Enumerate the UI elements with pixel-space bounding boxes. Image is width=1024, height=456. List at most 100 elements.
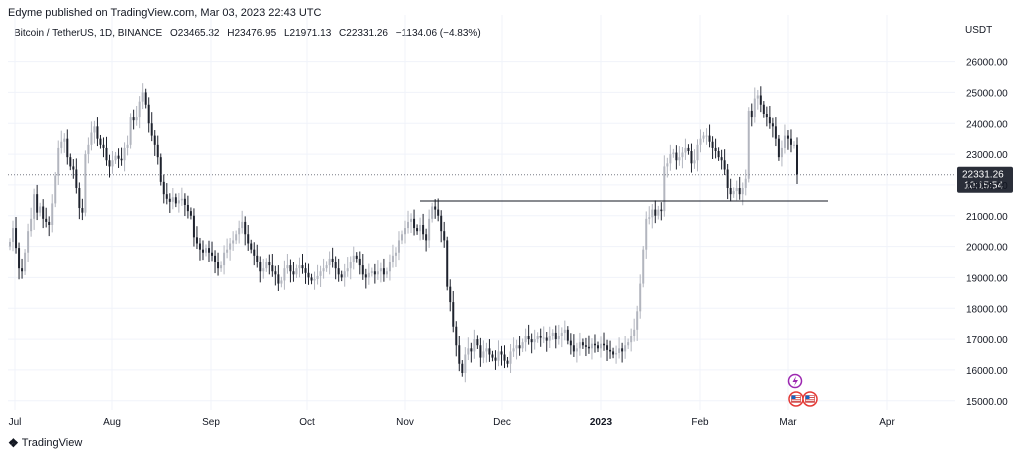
candle-body [422, 225, 425, 235]
candle-body [431, 206, 434, 219]
candle-body [274, 271, 277, 275]
candle-body [618, 348, 621, 353]
candle-body [391, 255, 394, 262]
candle-body [796, 144, 798, 175]
price-tick-label: 19000.00 [966, 273, 1008, 284]
candle-body [126, 144, 129, 148]
candle-body [238, 228, 241, 235]
candle-body [364, 274, 367, 278]
candle-body [732, 191, 735, 195]
candle-body [500, 351, 503, 355]
candle-body [171, 197, 174, 202]
candle-body [75, 169, 78, 188]
candle-body [18, 248, 21, 269]
candle-body [419, 225, 422, 232]
candle-body [509, 351, 512, 364]
candle-body [756, 95, 759, 99]
candle-body [587, 346, 590, 349]
candle-body [404, 228, 407, 235]
candle-body [720, 157, 723, 161]
price-tick-label: 23000.00 [966, 150, 1008, 161]
candle-body [569, 340, 572, 346]
candle-body [201, 249, 204, 253]
candle-body [241, 221, 244, 229]
currency-label[interactable]: USDT [965, 25, 993, 36]
candle-body [256, 255, 259, 262]
candle-body [747, 110, 750, 179]
price-tag-countdown: 10:15:54 [964, 181, 1003, 192]
candle-body [385, 271, 388, 275]
candle-body [192, 215, 195, 238]
candle-body [289, 265, 292, 272]
candle-body [705, 135, 708, 137]
candle-body [72, 166, 75, 170]
candle-body [533, 339, 536, 343]
candle-body [560, 332, 563, 336]
candle-body [198, 243, 201, 250]
candle-body [578, 342, 581, 349]
candle-body [612, 351, 615, 355]
candle-body [494, 357, 497, 361]
us-flag-icon[interactable] [802, 391, 818, 407]
candle-body [645, 218, 648, 250]
candle-body [783, 135, 786, 148]
candle-body [428, 218, 431, 241]
candle-body [99, 138, 102, 145]
month-tick-label: Dec [493, 417, 511, 428]
candle-body [93, 126, 96, 133]
candle-body [310, 277, 313, 281]
candle-body [186, 204, 189, 212]
candle-body [400, 234, 403, 241]
candle-body [177, 200, 180, 204]
candle-body [473, 339, 476, 352]
lightning-icon[interactable] [787, 373, 803, 389]
grid-lines [8, 15, 955, 410]
candle-body [334, 262, 337, 269]
tradingview-footer[interactable]: ❖ TradingView [8, 436, 82, 450]
candle-body [150, 123, 153, 136]
us-flag-icon[interactable] [788, 391, 804, 407]
candle-body [678, 157, 681, 161]
candle-body [90, 132, 93, 145]
candle-body [208, 248, 211, 253]
candle-body [581, 342, 584, 346]
candle-body [717, 151, 720, 158]
price-tick-label: 22000.00 [966, 181, 1008, 192]
candle-body [765, 114, 768, 118]
candle-body [630, 336, 633, 343]
candle-body [702, 135, 705, 139]
candle-body [596, 345, 599, 349]
candle-body [669, 154, 672, 164]
candle-body [551, 332, 554, 336]
candle-body [575, 348, 578, 352]
candle-body [301, 265, 304, 269]
candle-body [726, 169, 729, 188]
candle-body [482, 351, 485, 358]
candle-body [512, 348, 515, 352]
legend-symbol[interactable]: Bitcoin / TetherUS, 1D, BINANCE [14, 28, 163, 39]
candle-body [343, 271, 346, 278]
candle-body [229, 243, 232, 250]
candle-body [226, 249, 229, 253]
candle-body [714, 147, 717, 151]
candle-body [642, 249, 645, 284]
candle-body [452, 302, 455, 327]
candle-body [60, 141, 63, 148]
candle-body [51, 203, 54, 225]
candle-body [488, 348, 491, 355]
candle-body [253, 249, 256, 256]
month-tick-label: Sep [202, 417, 220, 428]
candle-body [30, 218, 33, 232]
candle-body [214, 255, 217, 262]
month-tick-label: Mar [779, 417, 797, 428]
legend-low: L21971.13 [283, 28, 332, 39]
candle-body [144, 92, 147, 105]
candle-body [159, 157, 162, 182]
candle-body [328, 258, 331, 266]
tradingview-logo-icon: ❖ [8, 436, 19, 450]
candle-body [792, 144, 795, 146]
price-tick-label: 17000.00 [966, 335, 1008, 346]
